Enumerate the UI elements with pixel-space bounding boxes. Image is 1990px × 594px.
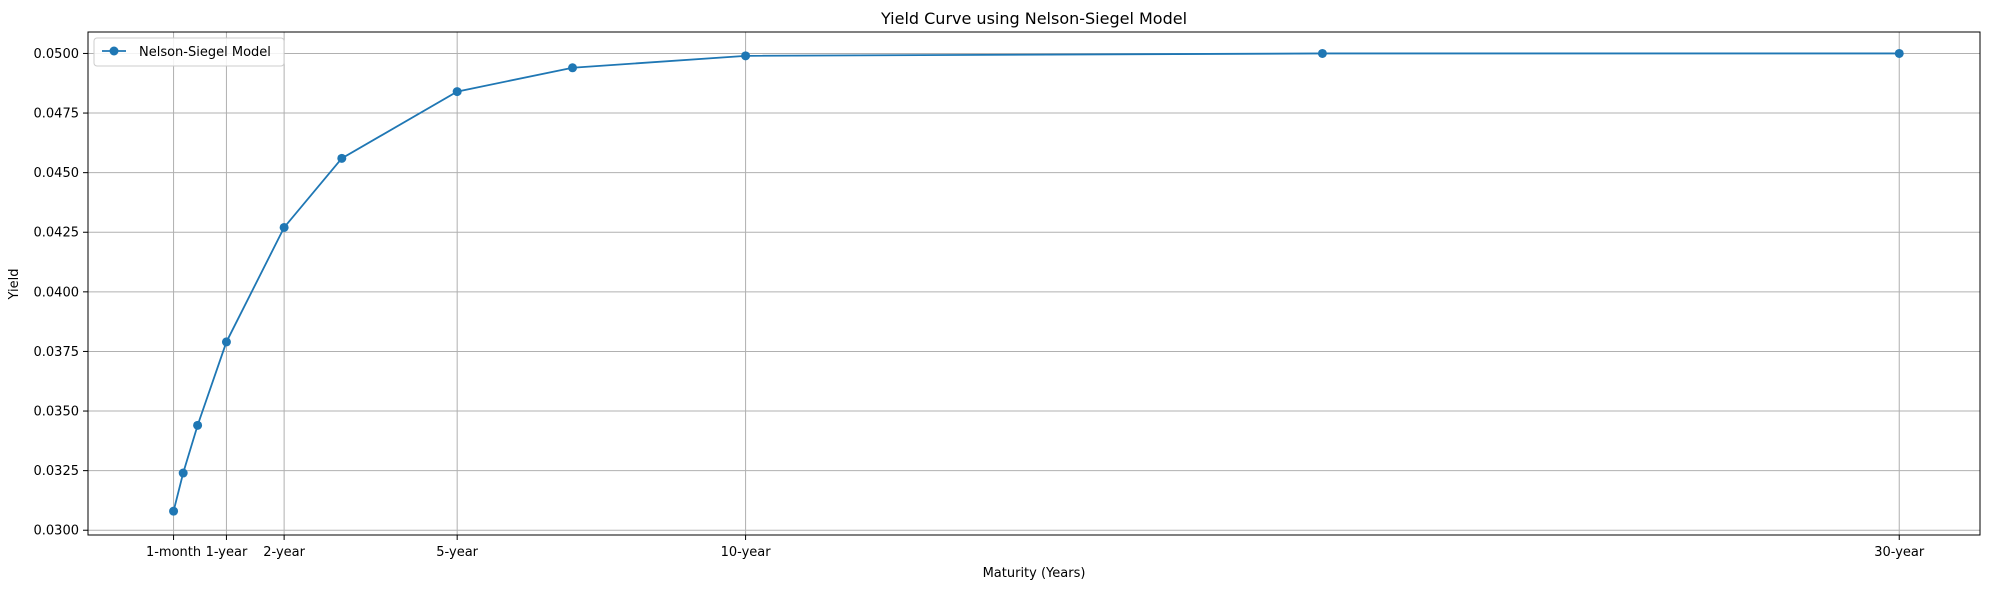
chart-title: Yield Curve using Nelson-Siegel Model — [880, 9, 1187, 28]
y-tick-label: 0.0325 — [34, 464, 80, 479]
y-axis-label: Yield — [7, 269, 22, 301]
x-tick-label: 1-year — [206, 545, 248, 560]
grid-lines — [88, 32, 1980, 535]
x-tick-label: 10-year — [721, 545, 772, 560]
data-point — [1317, 48, 1327, 58]
data-point — [279, 222, 289, 232]
y-tick-label: 0.0425 — [34, 226, 80, 241]
data-point — [741, 51, 751, 61]
y-tick-label: 0.0400 — [34, 285, 80, 300]
data-point — [568, 63, 578, 73]
legend-box — [93, 37, 285, 67]
y-tick-label: 0.0500 — [34, 47, 80, 62]
y-tick-label: 0.0350 — [34, 405, 80, 420]
x-tick-label: 1-month — [146, 545, 201, 560]
y-tick-label: 0.0475 — [34, 107, 80, 122]
x-axis-label: Maturity (Years) — [983, 566, 1086, 581]
y-tick-label: 0.0375 — [34, 345, 80, 360]
data-point — [169, 506, 179, 516]
x-tick-label: 30-year — [1874, 545, 1925, 560]
axis-ticks: 1-month 1-year 2-year 5-year 10-year 30-year 0… — [34, 47, 1925, 560]
x-tick-label: 2-year — [263, 545, 305, 560]
legend-label: Nelson-Siegel Model — [139, 45, 271, 60]
data-point — [221, 337, 231, 347]
data-point — [193, 420, 203, 430]
data-point — [452, 87, 462, 97]
series-layer — [169, 48, 1904, 516]
y-tick-label: 0.0300 — [34, 524, 80, 539]
data-point — [178, 468, 188, 478]
y-tick-label: 0.0450 — [34, 166, 80, 181]
x-tick-label: 5-year — [436, 545, 478, 560]
legend: Nelson-Siegel Model — [93, 37, 285, 67]
plot-area-frame — [87, 31, 1981, 536]
legend-marker-swatch — [109, 46, 119, 56]
data-point — [1894, 48, 1904, 58]
data-point — [337, 153, 347, 163]
